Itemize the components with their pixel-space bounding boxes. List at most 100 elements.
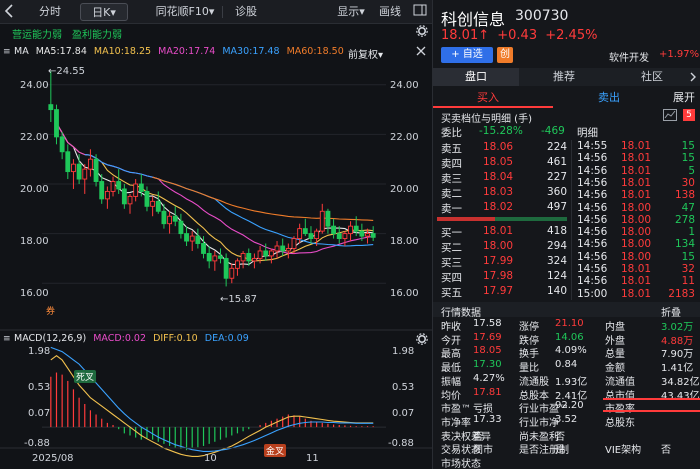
tag-profit[interactable]: 盈利能力弱 bbox=[72, 30, 122, 41]
tick-price: 18.01 bbox=[621, 176, 652, 189]
market-label: 流通值 bbox=[605, 376, 635, 388]
gear-icon[interactable] bbox=[416, 333, 428, 348]
market-label: 内盘 bbox=[605, 322, 625, 333]
high-marker: ←24.55 bbox=[48, 66, 86, 77]
bid-label: 买四 bbox=[441, 272, 462, 284]
ask-row[interactable]: 卖二 18.03 360 bbox=[433, 186, 571, 201]
y-label-right: 24.00 bbox=[390, 80, 419, 91]
candle-body bbox=[201, 243, 206, 254]
tick-price: 18.00 bbox=[621, 201, 652, 214]
bid-label: 买二 bbox=[441, 242, 462, 254]
tick-time: 14:56 bbox=[577, 201, 608, 214]
draw-line-button[interactable]: 画线 bbox=[379, 5, 401, 18]
tag-operation[interactable]: 营运能力弱 bbox=[12, 30, 62, 41]
ask-row[interactable]: 卖五 18.06 224 bbox=[433, 141, 571, 156]
price-change: +0.43 bbox=[497, 28, 538, 43]
add-watchlist-button[interactable]: + 自选 bbox=[441, 47, 493, 63]
chevron-right-icon[interactable] bbox=[689, 72, 697, 85]
tab-intraday[interactable]: 分时 bbox=[39, 5, 61, 18]
death-cross-badge: 死叉 bbox=[74, 370, 97, 383]
y-label-right: 18.00 bbox=[390, 236, 419, 247]
market-label: 市盈率 bbox=[605, 400, 635, 415]
ask-label: 卖一 bbox=[441, 203, 462, 215]
bid-price: 17.97 bbox=[483, 285, 514, 297]
market-value: 否 bbox=[555, 431, 565, 443]
stock-code: 300730 bbox=[515, 8, 569, 24]
x-label: 11 bbox=[306, 453, 319, 464]
candle-body bbox=[110, 181, 116, 192]
back-icon[interactable] bbox=[2, 3, 16, 21]
sell-tab[interactable]: 卖出 bbox=[598, 91, 620, 104]
adjust-select[interactable]: 前复权▾ bbox=[348, 46, 383, 61]
macd-y-left: 1.98 bbox=[28, 346, 51, 357]
ask-volume: 224 bbox=[546, 141, 567, 153]
tab-f10[interactable]: 同花顺F10▾ bbox=[152, 3, 218, 21]
candle-body bbox=[348, 225, 353, 235]
bid-row[interactable]: 买三 17.99 324 bbox=[433, 255, 571, 270]
chevron-down-icon: ▾ bbox=[359, 5, 365, 18]
buy-tab[interactable]: 买入 bbox=[477, 91, 499, 104]
bid-row[interactable]: 买五 17.97 140 bbox=[433, 285, 571, 300]
ma5-value: MA5:17.84 bbox=[35, 46, 87, 57]
candle-body bbox=[87, 158, 93, 170]
arrow-up-icon: ↑ bbox=[478, 28, 490, 43]
tick-time: 15:00 bbox=[577, 287, 608, 300]
candle-body bbox=[268, 250, 274, 257]
display-menu[interactable]: 显示▾ bbox=[326, 3, 376, 21]
tick-time: 14:56 bbox=[577, 152, 608, 165]
ask-price: 18.03 bbox=[483, 186, 514, 198]
tab-daily-k[interactable]: 日K▾ bbox=[80, 3, 128, 21]
market-label: 昨收 bbox=[441, 322, 461, 333]
candle-body bbox=[308, 233, 314, 240]
tab-recommend[interactable]: 推荐 bbox=[553, 70, 575, 83]
tick-time: 14:56 bbox=[577, 250, 608, 263]
candle-body bbox=[144, 190, 150, 207]
sector-name[interactable]: 软件开发 bbox=[609, 53, 649, 64]
diff-value: DIFF:0.10 bbox=[153, 333, 198, 344]
bid-price: 18.01 bbox=[483, 225, 514, 237]
trend-icon[interactable] bbox=[663, 109, 677, 121]
candle-body bbox=[274, 245, 280, 252]
kline-chart[interactable]: 营运能力弱 盈利能力弱 MA MA5:17.84 MA10:18.25 MA20… bbox=[0, 24, 432, 469]
bid-volume: 324 bbox=[546, 255, 567, 267]
tick-row: 14:56 18.01 30 bbox=[573, 177, 700, 192]
collapse-button[interactable]: 折叠 bbox=[661, 308, 681, 319]
ask-row[interactable]: 卖一 18.02 497 bbox=[433, 201, 571, 216]
ratio-label: 委比 bbox=[441, 127, 462, 139]
tick-time: 14:56 bbox=[577, 263, 608, 275]
bid-volume: 140 bbox=[546, 285, 567, 297]
market-value: 17.33 bbox=[473, 413, 502, 425]
chart-canvas[interactable] bbox=[0, 60, 432, 469]
legend-toggle-icon[interactable]: ≡ bbox=[3, 47, 11, 57]
active-tab-underline bbox=[433, 106, 553, 108]
tab-community[interactable]: 社区 bbox=[641, 70, 663, 83]
market-label: 量比 bbox=[519, 363, 539, 375]
tick-row: 14:56 18.00 278 bbox=[573, 214, 700, 229]
candle-body bbox=[195, 235, 201, 244]
tick-volume: 30 bbox=[681, 176, 695, 189]
bid-row[interactable]: 买一 18.01 418 bbox=[433, 225, 571, 240]
market-row: 最高 18.05 换手 4.09% 总量 7.90万 bbox=[433, 345, 700, 360]
tab-diagnose[interactable]: 诊股 bbox=[235, 5, 257, 18]
macd-y-right: -0.88 bbox=[388, 438, 414, 449]
level5-badge[interactable]: 5 bbox=[683, 109, 695, 121]
tick-volume: 5 bbox=[688, 164, 695, 177]
tab-orderbook[interactable]: 盘口 bbox=[433, 68, 519, 86]
ask-row[interactable]: 卖三 18.04 227 bbox=[433, 171, 571, 186]
tick-row: 14:56 18.01 15 bbox=[573, 152, 700, 167]
ask-row[interactable]: 卖四 18.05 461 bbox=[433, 156, 571, 171]
macd-y-left: -0.88 bbox=[24, 438, 50, 449]
market-label: 表决权差异 bbox=[441, 431, 491, 443]
gear-icon[interactable] bbox=[416, 25, 428, 40]
collapse-panel-icon[interactable] bbox=[410, 3, 430, 21]
close-icon[interactable] bbox=[416, 46, 426, 59]
market-row: 表决权差异否尚未盈利否 bbox=[433, 428, 700, 443]
bid-row[interactable]: 买四 17.98 124 bbox=[433, 270, 571, 285]
macd-value: MACD:0.02 bbox=[93, 333, 147, 344]
market-value: 否 bbox=[473, 431, 483, 443]
bid-row[interactable]: 买二 18.00 294 bbox=[433, 240, 571, 255]
trade-tabs: 买入 卖出 展开 bbox=[433, 89, 700, 108]
legend-toggle-icon[interactable]: ≡ bbox=[3, 334, 11, 344]
expand-button[interactable]: 展开 bbox=[673, 91, 695, 104]
candle-body bbox=[342, 233, 348, 240]
